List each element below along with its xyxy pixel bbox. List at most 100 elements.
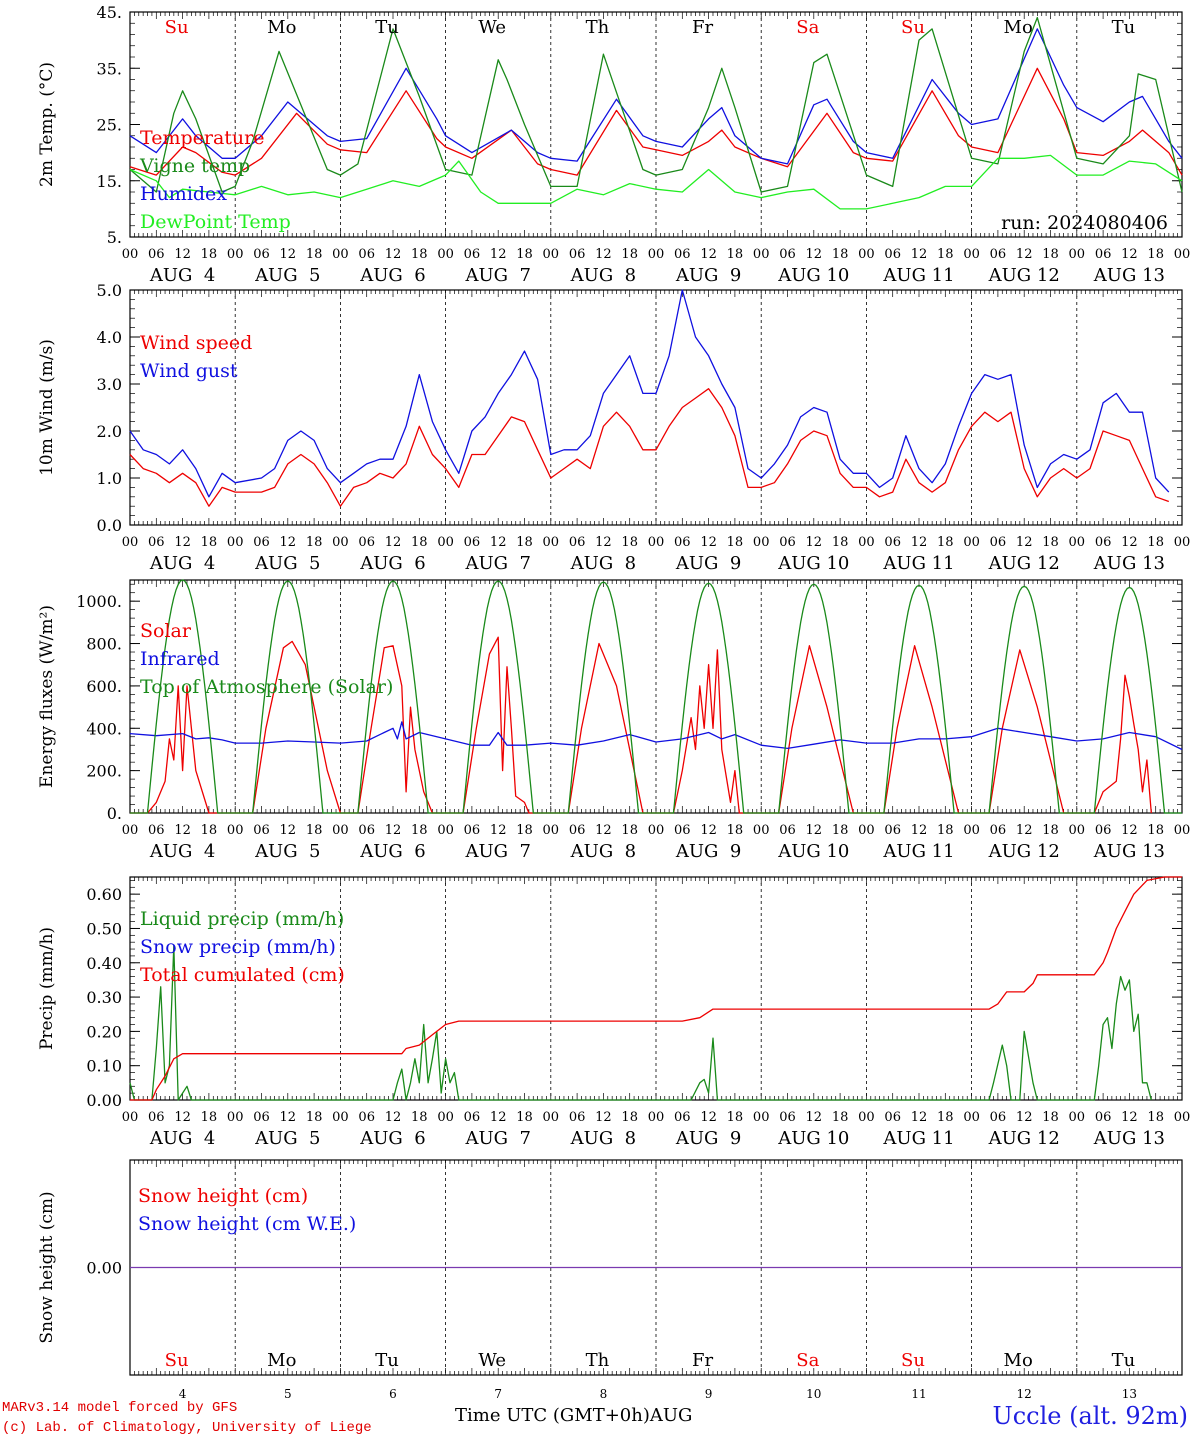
time-axis-label: Time UTC (GMT+0h)AUG xyxy=(455,1405,692,1426)
weekday-label-bottom: Mo xyxy=(267,1350,296,1371)
y-tick-label: 0.10 xyxy=(86,1057,122,1076)
date-label: AUG 13 xyxy=(1093,1128,1165,1149)
hour-tick-label: 18 xyxy=(1147,1110,1164,1125)
hour-tick-label: 12 xyxy=(490,247,507,262)
hour-tick-label: 00 xyxy=(753,535,770,550)
series-line xyxy=(129,28,1183,165)
hour-tick-label: 18 xyxy=(411,247,428,262)
hour-tick-label: 00 xyxy=(122,247,139,262)
y-axis-label: Snow height (cm) xyxy=(37,1191,57,1343)
hour-tick-label: 06 xyxy=(779,1110,796,1125)
y-tick-label: 1.0 xyxy=(97,469,122,488)
hour-tick-label: 18 xyxy=(201,247,218,262)
hour-tick-label: 12 xyxy=(911,247,928,262)
y-axis-label: Energy fluxes (W/m²) xyxy=(37,605,57,788)
hour-tick-label: 12 xyxy=(280,247,297,262)
y-tick-label: 5. xyxy=(107,228,122,247)
series-line xyxy=(130,579,1182,814)
hour-tick-label: 06 xyxy=(148,1110,165,1125)
hour-tick-label: 12 xyxy=(700,247,717,262)
hour-tick-label: 00 xyxy=(227,1110,244,1125)
hour-tick-label: 06 xyxy=(884,1110,901,1125)
date-label: AUG 12 xyxy=(988,841,1060,862)
hour-tick-label: 12 xyxy=(174,535,191,550)
hour-tick-label: 00 xyxy=(858,247,875,262)
hour-tick-label: 00 xyxy=(858,823,875,838)
hour-tick-label: 00 xyxy=(543,535,560,550)
y-tick-label: 2.0 xyxy=(97,422,122,441)
date-label: AUG 5 xyxy=(254,1128,320,1149)
series-line xyxy=(129,944,1152,1101)
legend-entry: Wind gust xyxy=(140,360,238,382)
weekday-label-bottom: Su xyxy=(165,1350,189,1371)
hour-tick-label: 00 xyxy=(648,247,665,262)
hour-tick-label: 06 xyxy=(674,1110,691,1125)
date-label: AUG 13 xyxy=(1093,841,1165,862)
hour-tick-label: 12 xyxy=(1121,823,1138,838)
hour-tick-label: 18 xyxy=(1147,823,1164,838)
hour-tick-label: 00 xyxy=(543,823,560,838)
hour-tick-label: 12 xyxy=(280,1110,297,1125)
date-label: AUG 8 xyxy=(570,265,636,286)
hour-tick-label: 18 xyxy=(411,1110,428,1125)
hour-tick-label: 12 xyxy=(490,823,507,838)
hour-tick-label: 12 xyxy=(280,823,297,838)
hour-tick-label: 12 xyxy=(1121,535,1138,550)
hour-tick-label: 06 xyxy=(990,535,1007,550)
date-label: AUG 6 xyxy=(359,1128,425,1149)
hour-tick-label: 06 xyxy=(990,1110,1007,1125)
hour-tick-label: 18 xyxy=(832,247,849,262)
date-label: AUG 9 xyxy=(675,1128,741,1149)
day-number-label: 13 xyxy=(1122,1387,1137,1401)
date-label: AUG 7 xyxy=(464,553,530,574)
hour-tick-label: 00 xyxy=(1069,823,1086,838)
hour-tick-label: 12 xyxy=(595,823,612,838)
series-line xyxy=(129,67,1183,176)
weekday-label-top: Sa xyxy=(796,17,819,38)
hour-tick-label: 12 xyxy=(1016,1110,1033,1125)
y-tick-label: 4.0 xyxy=(97,328,122,347)
time-axis-text: Time UTC (GMT+0h) xyxy=(455,1405,650,1426)
hour-tick-label: 06 xyxy=(1095,247,1112,262)
y-tick-label: 400. xyxy=(86,719,122,738)
hour-tick-label: 18 xyxy=(937,823,954,838)
hour-tick-label: 00 xyxy=(437,535,454,550)
hour-tick-label: 18 xyxy=(937,535,954,550)
weekday-label-top: Tu xyxy=(375,17,399,38)
hour-tick-label: 06 xyxy=(990,823,1007,838)
hour-tick-label: 00 xyxy=(437,247,454,262)
date-label: AUG 11 xyxy=(882,553,954,574)
hour-tick-label: 18 xyxy=(516,535,533,550)
date-label: AUG 6 xyxy=(359,841,425,862)
hour-tick-label: 18 xyxy=(1042,1110,1059,1125)
hour-tick-label: 00 xyxy=(1174,823,1191,838)
day-number-label: 4 xyxy=(179,1387,187,1401)
date-label: AUG 8 xyxy=(570,841,636,862)
y-tick-label: 800. xyxy=(86,635,122,654)
y-tick-label: 0.30 xyxy=(86,988,122,1007)
y-tick-label: 0.00 xyxy=(86,1259,122,1278)
month-label: AUG xyxy=(649,1405,693,1426)
date-label: AUG 4 xyxy=(149,841,215,862)
legend-entry: Total cumulated (cm) xyxy=(140,964,345,986)
hour-tick-label: 06 xyxy=(990,247,1007,262)
hour-tick-label: 00 xyxy=(963,823,980,838)
date-label: AUG 11 xyxy=(882,841,954,862)
hour-tick-label: 00 xyxy=(332,823,349,838)
hour-tick-label: 00 xyxy=(227,535,244,550)
hour-tick-label: 00 xyxy=(753,247,770,262)
day-number-label: 8 xyxy=(600,1387,608,1401)
hour-tick-label: 12 xyxy=(174,823,191,838)
hour-tick-label: 18 xyxy=(621,823,638,838)
weekday-label-top: Su xyxy=(165,17,189,38)
hour-tick-label: 12 xyxy=(385,1110,402,1125)
panel-5: 0.00 Snow height (cm) Snow height (cm) Snow… xyxy=(37,1159,1183,1376)
y-tick-label: 45. xyxy=(97,3,122,22)
hour-tick-label: 06 xyxy=(148,823,165,838)
y-tick-label: 0.0 xyxy=(97,516,122,535)
hour-tick-label: 06 xyxy=(884,535,901,550)
hour-tick-label: 00 xyxy=(1174,1110,1191,1125)
date-label: AUG 12 xyxy=(988,553,1060,574)
hour-tick-label: 12 xyxy=(806,535,823,550)
hour-tick-label: 18 xyxy=(201,535,218,550)
